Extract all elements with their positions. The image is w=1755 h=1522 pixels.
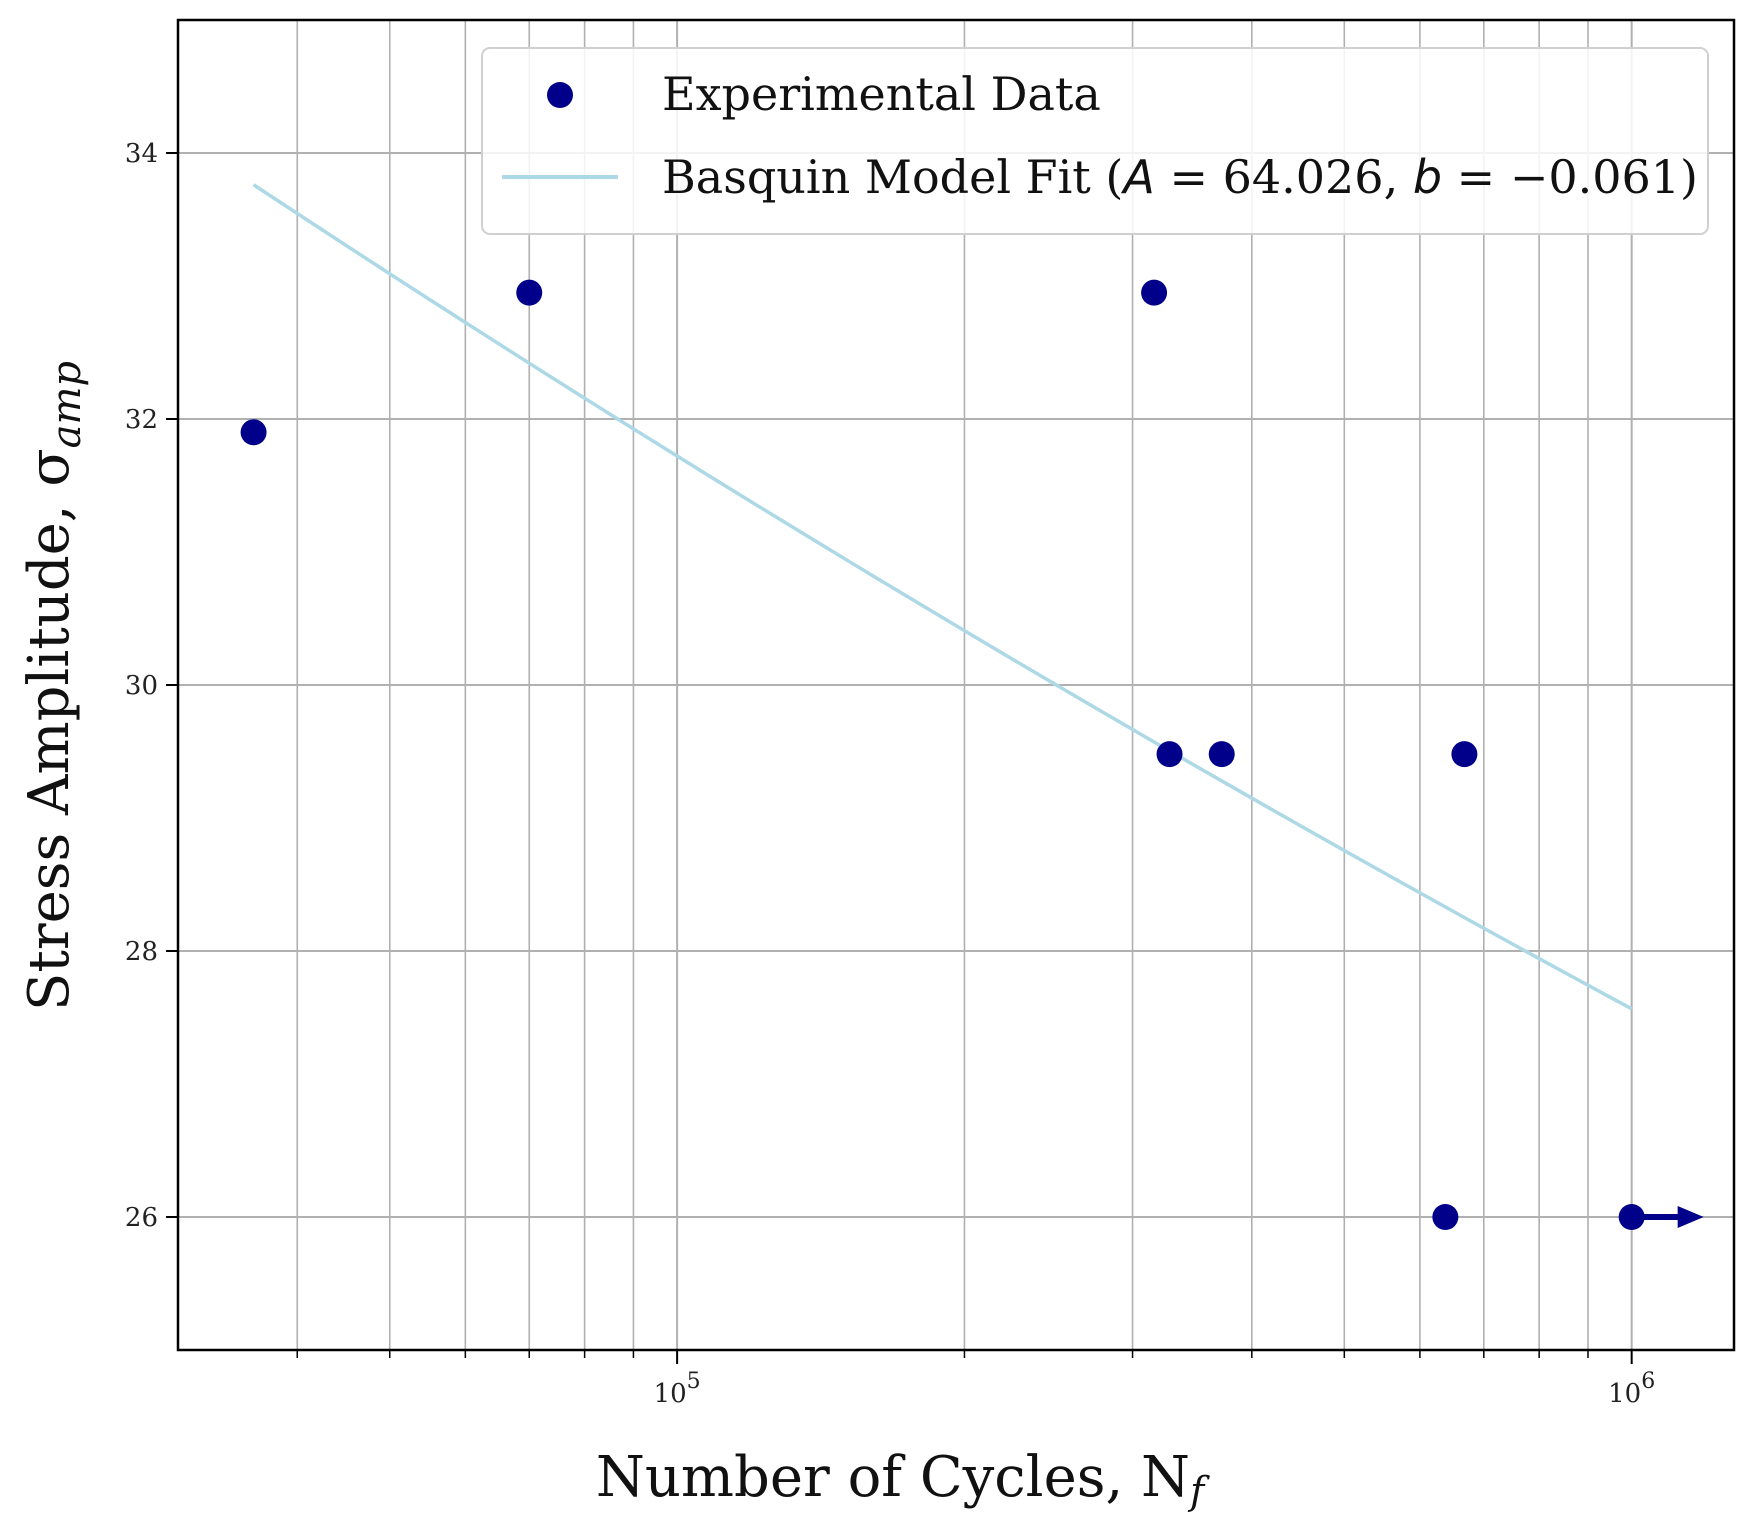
data-point: [1141, 279, 1168, 306]
fit-line-layer: [252, 183, 1633, 1011]
data-point: [1432, 1204, 1459, 1230]
y-tick-labels: 26 28 30 32 34: [125, 139, 158, 1233]
basquin-fit-line: [252, 183, 1633, 1011]
x-tick-labels: 105 106: [654, 1369, 1656, 1409]
y-tick-label: 32: [125, 405, 158, 435]
y-tick-label: 30: [125, 671, 158, 701]
y-tick-label: 26: [125, 1203, 158, 1233]
tick-marks: [166, 152, 1633, 1364]
data-point: [1156, 741, 1183, 768]
runout-arrow-head: [1677, 1206, 1704, 1228]
x-axis-label: Number of Cycles, Nf: [596, 1445, 1210, 1513]
y-axis-label: Stress Amplitude, σamp: [17, 361, 90, 1011]
data-point: [1208, 741, 1235, 768]
y-tick-label: 28: [125, 937, 158, 967]
data-point: [1451, 741, 1478, 768]
legend-label-experimental: Experimental Data: [662, 67, 1101, 121]
y-tick-label: 34: [125, 139, 158, 169]
legend-box: [481, 47, 1709, 235]
data-point: [240, 419, 267, 446]
x-tick-label: 105: [654, 1369, 701, 1409]
legend: Experimental Data Basquin Model Fit (A =…: [481, 47, 1709, 235]
legend-marker-experimental: [547, 82, 573, 108]
data-points-layer: [240, 279, 1704, 1230]
data-point: [516, 279, 543, 306]
legend-label-fit: Basquin Model Fit (A = 64.026, b = −0.06…: [662, 150, 1698, 204]
x-tick-label: 106: [1608, 1369, 1655, 1409]
